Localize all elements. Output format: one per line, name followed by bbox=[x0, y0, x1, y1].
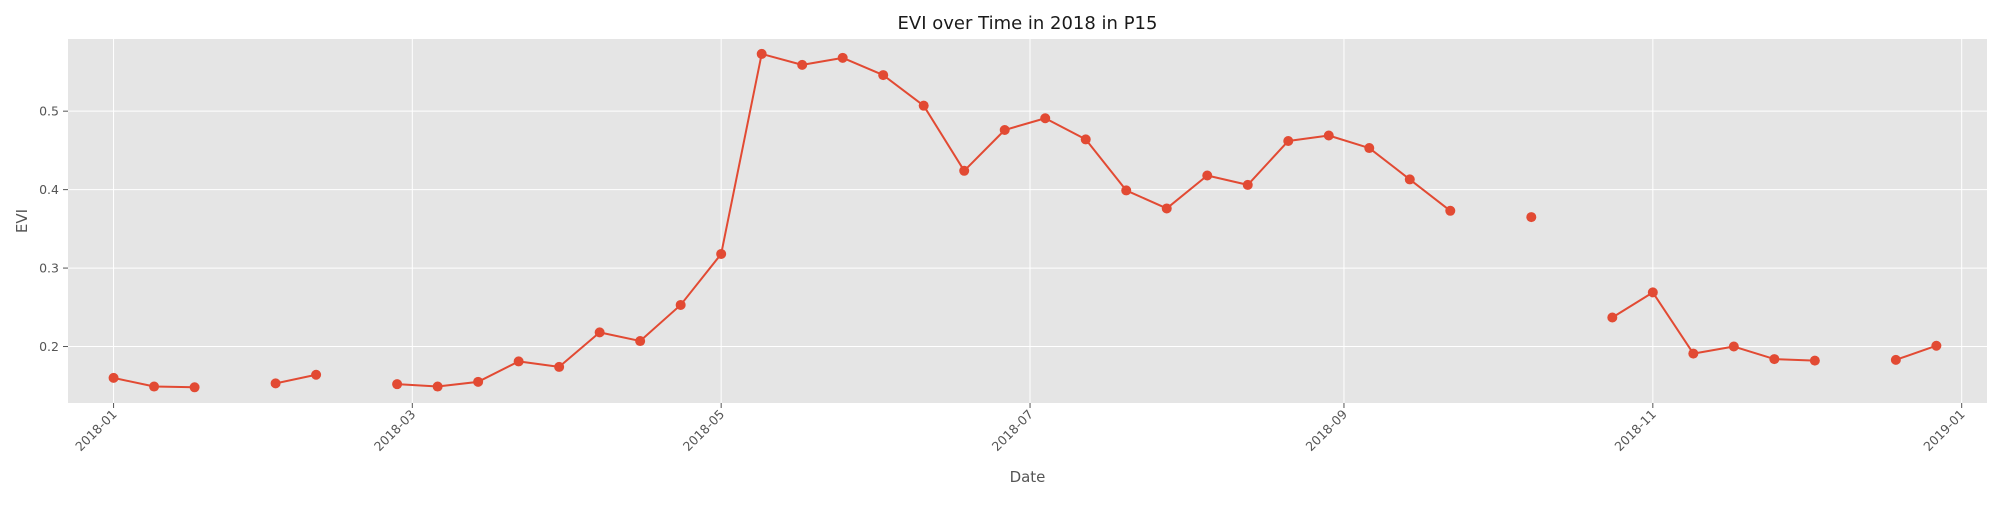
data-point bbox=[635, 336, 646, 347]
series-line bbox=[1611, 291, 1815, 362]
x-tick-label: 2018-05 bbox=[680, 407, 728, 455]
data-point bbox=[878, 70, 889, 81]
y-axis-label: EVI bbox=[13, 209, 31, 233]
data-point bbox=[918, 100, 929, 111]
grid-lines bbox=[68, 39, 1987, 403]
data-point bbox=[1931, 340, 1942, 351]
data-point bbox=[594, 327, 605, 338]
data-point bbox=[959, 165, 970, 176]
data-point bbox=[1242, 179, 1253, 190]
data-point bbox=[1890, 354, 1901, 365]
data-point bbox=[1364, 143, 1375, 154]
y-tick-label: 0.3 bbox=[39, 261, 59, 276]
x-tick-label: 2018-07 bbox=[989, 407, 1037, 455]
plot-area bbox=[68, 39, 1987, 403]
data-point bbox=[1202, 170, 1213, 181]
data-point bbox=[1445, 205, 1456, 216]
data-point bbox=[311, 369, 322, 380]
data-point bbox=[1080, 134, 1091, 145]
data-point bbox=[1769, 354, 1780, 365]
data-point bbox=[797, 59, 808, 70]
chart-title: EVI over Time in 2018 in P15 bbox=[898, 13, 1158, 34]
data-point bbox=[1809, 355, 1820, 366]
data-point bbox=[756, 48, 767, 59]
data-point bbox=[837, 52, 848, 63]
data-point bbox=[1121, 185, 1132, 196]
x-tick-label: 2018-11 bbox=[1611, 407, 1659, 455]
data-point bbox=[189, 382, 200, 393]
data-point bbox=[1526, 212, 1537, 223]
data-point bbox=[554, 361, 565, 372]
x-axis-label: Date bbox=[1010, 468, 1046, 486]
data-point bbox=[1161, 203, 1172, 214]
data-point bbox=[1404, 174, 1415, 185]
x-tick-label: 2018-09 bbox=[1303, 406, 1351, 454]
x-tick-label: 2018-01 bbox=[72, 407, 120, 455]
x-tick-label: 2019-01 bbox=[1920, 407, 1968, 455]
data-point bbox=[108, 372, 119, 383]
data-point bbox=[1283, 135, 1294, 146]
data-point bbox=[392, 379, 403, 390]
data-point bbox=[270, 378, 281, 389]
data-point bbox=[1728, 341, 1739, 352]
y-tick-label: 0.4 bbox=[39, 182, 59, 197]
series-line bbox=[1895, 344, 1937, 361]
y-tick-label: 0.2 bbox=[39, 339, 59, 354]
data-point bbox=[432, 381, 443, 392]
x-tick-label: 2018-03 bbox=[371, 407, 419, 455]
data-point bbox=[149, 381, 160, 392]
data-point bbox=[1688, 348, 1699, 359]
data-point bbox=[1040, 113, 1051, 124]
data-point bbox=[1607, 312, 1618, 323]
data-point bbox=[473, 376, 484, 387]
data-point bbox=[716, 248, 727, 259]
data-point bbox=[1323, 130, 1334, 141]
data-point bbox=[999, 125, 1010, 135]
data-point bbox=[1647, 287, 1658, 298]
data-point bbox=[675, 299, 686, 310]
series-line bbox=[275, 373, 317, 385]
data-point bbox=[513, 356, 524, 367]
series bbox=[108, 48, 1942, 393]
y-tick-label: 0.5 bbox=[39, 104, 59, 119]
